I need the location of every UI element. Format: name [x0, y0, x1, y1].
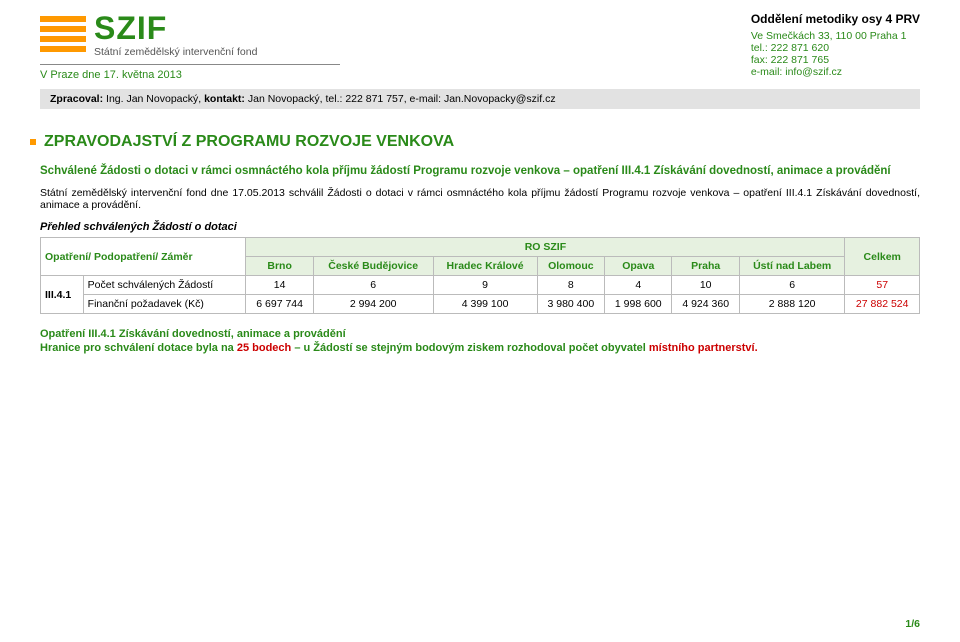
- cell: 3 980 400: [537, 295, 604, 314]
- region-usti-nad-labem: Ústí nad Labem: [739, 257, 845, 276]
- date-line: V Praze dne 17. května 2013: [40, 69, 340, 81]
- col-ro-szif: RO SZIF: [246, 238, 845, 257]
- logo-stripes-icon: [40, 12, 86, 56]
- contact-zpracoval-value: Ing. Jan Novopacký,: [103, 93, 204, 105]
- header-left: SZIF Státní zemědělský intervenční fond …: [40, 12, 340, 81]
- cell: 6: [739, 276, 845, 295]
- footer-mid: – u Žádostí se stejným bodovým ziskem ro…: [291, 342, 649, 354]
- fax: fax: 222 871 765: [751, 54, 920, 66]
- cell: 4 924 360: [672, 295, 739, 314]
- cell: 1 998 600: [605, 295, 672, 314]
- footer-pre: Hranice pro schválení dotace byla na: [40, 342, 237, 354]
- body-paragraph: Státní zemědělský intervenční fond dne 1…: [40, 187, 920, 211]
- org-full-name: Státní zemědělský intervenční fond: [94, 46, 257, 58]
- cell: 9: [433, 276, 537, 295]
- org-abbr: SZIF: [94, 12, 257, 44]
- address: Ve Smečkách 33, 110 00 Praha 1: [751, 30, 920, 42]
- overview-table: Opatření/ Podopatření/ Záměr RO SZIF Cel…: [40, 237, 920, 314]
- cell: 10: [672, 276, 739, 295]
- table-caption: Přehled schválených Žádostí o dotaci: [40, 221, 920, 233]
- row-fin-label: Finanční požadavek (Kč): [83, 295, 246, 314]
- footer-sentence: Hranice pro schválení dotace byla na 25 …: [40, 342, 920, 354]
- contact-kontakt-value: Jan Novopacký, tel.: 222 871 757, e-mail…: [245, 93, 556, 105]
- row-count-label: Počet schválených Žádostí: [83, 276, 246, 295]
- cell: 2 994 200: [313, 295, 433, 314]
- department-title: Oddělení metodiky osy 4 PRV: [751, 12, 920, 26]
- col-celkem: Celkem: [845, 238, 920, 276]
- header: SZIF Státní zemědělský intervenční fond …: [40, 12, 920, 81]
- footer-end: místního partnerství.: [649, 342, 758, 354]
- cell: 8: [537, 276, 604, 295]
- col-opatreni-header: Opatření/ Podopatření/ Záměr: [41, 238, 246, 276]
- header-right: Oddělení metodiky osy 4 PRV Ve Smečkách …: [751, 12, 920, 78]
- logo: SZIF Státní zemědělský intervenční fond: [40, 12, 340, 58]
- row-fin-total: 27 882 524: [845, 295, 920, 314]
- contact-label-kontakt: kontakt:: [204, 93, 245, 105]
- region-ceske-budejovice: České Budějovice: [313, 257, 433, 276]
- region-opava: Opava: [605, 257, 672, 276]
- region-olomouc: Olomouc: [537, 257, 604, 276]
- main-content: ZPRAVODAJSTVÍ Z PROGRAMU ROZVOJE VENKOVA…: [40, 133, 920, 354]
- contact-label-zpracoval: Zpracoval:: [50, 93, 103, 105]
- cell: 6 697 744: [246, 295, 313, 314]
- page-number: 1/6: [905, 618, 920, 630]
- email: e-mail: info@szif.cz: [751, 66, 920, 78]
- footer-points: 25 bodech: [237, 342, 291, 354]
- region-hradec-kralove: Hradec Králové: [433, 257, 537, 276]
- cell: 4 399 100: [433, 295, 537, 314]
- tel: tel.: 222 871 620: [751, 42, 920, 54]
- page-title: ZPRAVODAJSTVÍ Z PROGRAMU ROZVOJE VENKOVA: [40, 133, 920, 151]
- cell: 14: [246, 276, 313, 295]
- region-brno: Brno: [246, 257, 313, 276]
- cell: 4: [605, 276, 672, 295]
- region-praha: Praha: [672, 257, 739, 276]
- row-count-total: 57: [845, 276, 920, 295]
- cell: 2 888 120: [739, 295, 845, 314]
- cell: 6: [313, 276, 433, 295]
- contact-bar: Zpracoval: Ing. Jan Novopacký, kontakt: …: [40, 89, 920, 109]
- footer-block: Opatření III.4.1 Získávání dovedností, a…: [40, 328, 920, 354]
- divider: [40, 64, 340, 65]
- subheading: Schválené Žádosti o dotaci v rámci osmná…: [40, 165, 920, 177]
- measure-code: III.4.1: [41, 276, 84, 314]
- measure-label: Opatření III.4.1 Získávání dovedností, a…: [40, 328, 346, 340]
